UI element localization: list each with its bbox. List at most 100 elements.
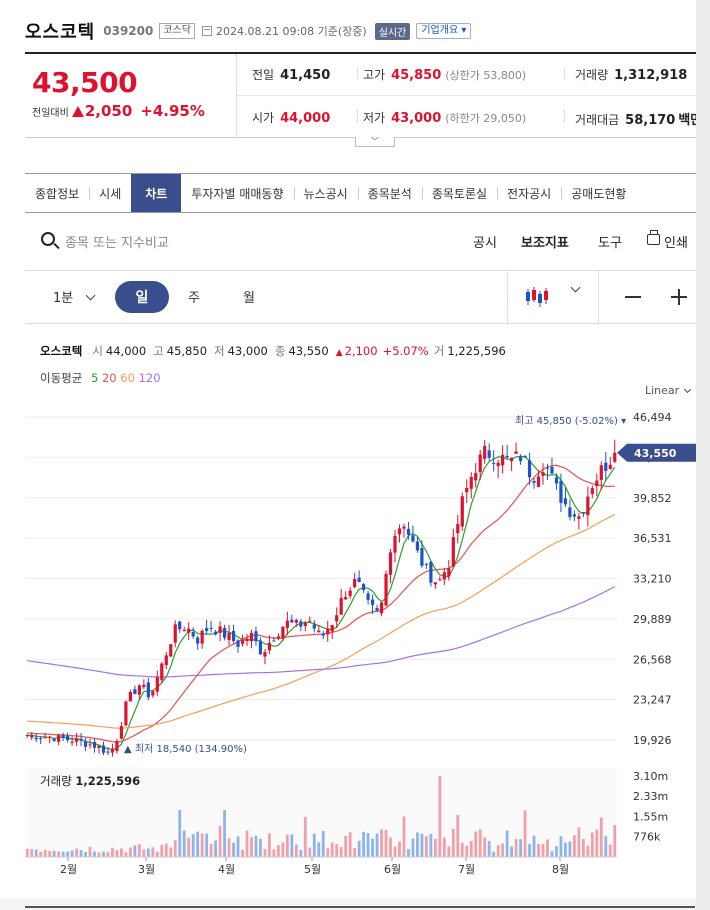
volume-bar bbox=[227, 838, 231, 857]
volume-value: 1,225,596 bbox=[75, 774, 141, 788]
realtime-badge[interactable]: 실시간 bbox=[374, 22, 411, 40]
volume-bar bbox=[344, 836, 348, 857]
candle-body bbox=[465, 487, 469, 493]
volume-bar bbox=[416, 832, 419, 857]
volume-bar bbox=[294, 844, 298, 857]
volume-bar bbox=[577, 827, 581, 857]
candle-body bbox=[173, 624, 177, 643]
candle-body bbox=[572, 514, 576, 517]
volume-tick-label: 776k bbox=[633, 831, 661, 844]
candle-body bbox=[366, 593, 370, 600]
minute-dropdown[interactable]: 1분 bbox=[53, 287, 96, 306]
disclosure-button[interactable]: 공시 bbox=[473, 236, 497, 251]
volume-bar bbox=[519, 839, 522, 857]
indicators-button[interactable]: 보조지표 bbox=[521, 236, 569, 251]
candle-body bbox=[478, 454, 482, 473]
candle-body bbox=[218, 626, 222, 633]
price-chart[interactable]: 46,49443,17339,85236,53133,21029,88926,5… bbox=[0, 395, 696, 880]
candle-body bbox=[433, 582, 437, 585]
volume-bar bbox=[43, 849, 47, 857]
tab-overview[interactable]: 종합정보 bbox=[35, 186, 80, 201]
candle-body bbox=[240, 639, 245, 644]
scale-dropdown[interactable]: Linear bbox=[645, 384, 692, 397]
period-day-button[interactable]: 일 bbox=[115, 281, 169, 313]
chart-type-dropdown[interactable] bbox=[570, 282, 581, 298]
zoom-in-icon[interactable] bbox=[678, 289, 680, 305]
candle-body bbox=[106, 751, 110, 753]
tab-short-selling[interactable]: 공매도현황 bbox=[561, 174, 636, 212]
timestamp: 2024.08.21 09:08 기준(장중) bbox=[216, 23, 367, 39]
print-button[interactable]: 인쇄 bbox=[664, 236, 688, 251]
volume-bar bbox=[285, 834, 289, 857]
compare-search-input[interactable]: 종목 또는 지수비교 bbox=[65, 236, 169, 251]
candle-body bbox=[312, 624, 316, 629]
candle-body bbox=[397, 528, 402, 535]
candle-body bbox=[339, 597, 343, 615]
print-icon[interactable] bbox=[647, 230, 660, 245]
tab-quotes[interactable]: 시세 bbox=[89, 174, 131, 212]
candlestick-icon[interactable] bbox=[525, 286, 551, 308]
volume-bar bbox=[111, 847, 114, 857]
candle-body bbox=[429, 561, 433, 583]
tab-disclosure[interactable]: 전자공시 bbox=[497, 174, 561, 212]
volume-bar bbox=[604, 836, 608, 857]
tab-investor-trading[interactable]: 투자자별 매매동향 bbox=[191, 186, 284, 201]
quote-value: 58,170 bbox=[625, 113, 676, 128]
candle-body bbox=[196, 637, 200, 644]
tab-analysis[interactable]: 종목분석 bbox=[357, 174, 422, 212]
search-icon[interactable] bbox=[41, 232, 55, 246]
volume-bar bbox=[572, 835, 576, 857]
scrollbar[interactable] bbox=[696, 0, 710, 910]
x-tick-label: 2월 bbox=[60, 863, 77, 876]
candle-body bbox=[79, 738, 83, 741]
volume-bar bbox=[559, 836, 563, 857]
x-tick-label: 5월 bbox=[304, 863, 321, 876]
tab-discussion[interactable]: 종목토론실 bbox=[421, 174, 497, 212]
zoom-out-icon[interactable] bbox=[625, 296, 641, 298]
volume-bar bbox=[48, 850, 52, 857]
quote-row-divider bbox=[237, 95, 696, 96]
legend-volume-key: 거 bbox=[433, 344, 445, 358]
volume-bar bbox=[393, 846, 397, 857]
candle-body bbox=[34, 737, 38, 740]
tab-chart[interactable]: 차트 bbox=[131, 174, 182, 212]
period-month-button[interactable]: 월 bbox=[243, 291, 255, 306]
candle-body bbox=[52, 738, 56, 741]
candle-body bbox=[321, 633, 325, 636]
legend-low: 43,000 bbox=[227, 344, 268, 358]
volume-bar bbox=[465, 845, 469, 857]
candle-body bbox=[442, 572, 446, 580]
candle-body bbox=[599, 465, 603, 480]
up-triangle-icon: ▲ bbox=[335, 348, 343, 358]
chevron-down-icon bbox=[684, 385, 692, 394]
tab-news[interactable]: 뉴스공시 bbox=[293, 174, 358, 212]
candle-body bbox=[169, 644, 173, 657]
volume-bar bbox=[541, 844, 545, 857]
up-triangle-icon bbox=[71, 105, 84, 117]
tools-button[interactable]: 도구 bbox=[598, 236, 622, 251]
candle-body bbox=[281, 626, 285, 639]
volume-bar bbox=[528, 844, 531, 857]
calendar-icon bbox=[201, 26, 212, 36]
y-tick-label: 19,926 bbox=[633, 734, 672, 747]
candle-body bbox=[501, 454, 505, 466]
volume-bar bbox=[93, 851, 96, 857]
market-badge: 코스닥 bbox=[159, 23, 195, 39]
candle-body bbox=[415, 541, 420, 551]
volume-bar bbox=[353, 848, 357, 857]
company-info-button[interactable]: 기업개요 ▾ bbox=[416, 23, 472, 39]
candle-body bbox=[483, 446, 487, 459]
quote-high: 고가 45,850 (상한가 53,800) bbox=[363, 66, 526, 83]
volume-bar bbox=[133, 845, 137, 857]
nav-tabs: 종합정보 시세 차트 투자자별 매매동향 뉴스공시 종목분석 종목토론실 전자공… bbox=[25, 173, 696, 213]
volume-bar bbox=[196, 831, 200, 857]
legend-high: 45,850 bbox=[166, 344, 208, 358]
collapse-button[interactable]: ﹀ bbox=[355, 137, 395, 147]
quote-open: 시가 44,000 bbox=[252, 109, 330, 126]
candle-body bbox=[393, 535, 397, 553]
volume-bar bbox=[595, 829, 599, 857]
candle-body bbox=[200, 630, 204, 644]
period-week-button[interactable]: 주 bbox=[188, 291, 200, 306]
volume-bar bbox=[429, 833, 433, 857]
volume-bar bbox=[402, 816, 406, 857]
